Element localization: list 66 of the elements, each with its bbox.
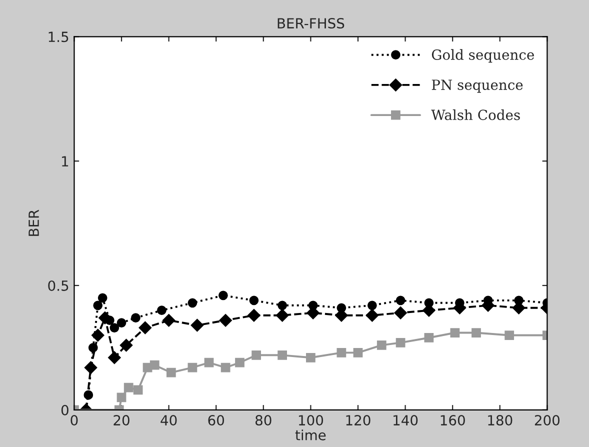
point (108, 351, 121, 364)
point (188, 362, 198, 372)
point (110, 323, 120, 332)
point (220, 362, 230, 372)
point (116, 392, 126, 402)
point (504, 330, 514, 340)
point (276, 308, 289, 322)
y-tick-label: 1 (62, 156, 68, 166)
point (116, 318, 126, 328)
x-tick-label: 160 (440, 415, 465, 426)
point (131, 313, 140, 323)
point (218, 290, 228, 300)
y-tick-label: 0.5 (48, 280, 68, 291)
x-tick-label: 180 (488, 415, 512, 426)
point (204, 358, 214, 368)
point (367, 300, 377, 310)
point (150, 360, 160, 370)
y-axis-title: BER (28, 210, 39, 236)
x-tick-label: 40 (160, 415, 177, 426)
point (84, 361, 98, 374)
point (93, 300, 103, 310)
legend-label: PN sequence (432, 80, 523, 93)
x-tick-label: 20 (114, 415, 130, 426)
point (98, 293, 108, 303)
point (138, 321, 152, 334)
point (98, 311, 112, 324)
point (306, 352, 316, 362)
legend-label: Walsh Codes (431, 109, 520, 120)
x-tick-label: 60 (208, 415, 224, 426)
legend-label: Gold sequence (432, 49, 534, 63)
point (376, 340, 386, 350)
point (396, 338, 406, 348)
point (235, 358, 244, 368)
point (190, 318, 204, 332)
point (394, 306, 407, 320)
point (252, 350, 261, 360)
point (188, 298, 198, 308)
point (157, 306, 166, 316)
point (278, 300, 288, 310)
point (248, 308, 260, 322)
point (396, 296, 406, 306)
point (166, 368, 176, 378)
point (219, 314, 232, 327)
point (424, 333, 434, 342)
point (472, 328, 481, 338)
point (336, 348, 346, 358)
chart-title: BER-FHSS (278, 18, 344, 29)
point (249, 296, 259, 306)
y-tick-label: 0 (61, 404, 68, 416)
x-tick-label: 0 (70, 415, 78, 426)
point (162, 314, 176, 327)
x-tick-label: 200 (534, 415, 560, 426)
x-axis-title: time (295, 430, 326, 440)
point (353, 348, 363, 358)
x-tick-label: 80 (256, 415, 272, 426)
point (278, 350, 288, 360)
point (120, 338, 133, 352)
point (133, 385, 143, 395)
y-tick-label: 1.5 (48, 32, 68, 42)
x-tick-label: 100 (298, 415, 324, 426)
x-tick-label: 120 (346, 415, 370, 426)
x-tick-label: 140 (394, 415, 418, 426)
point (91, 328, 104, 342)
point (450, 328, 460, 338)
point (366, 308, 379, 322)
point (124, 382, 134, 392)
